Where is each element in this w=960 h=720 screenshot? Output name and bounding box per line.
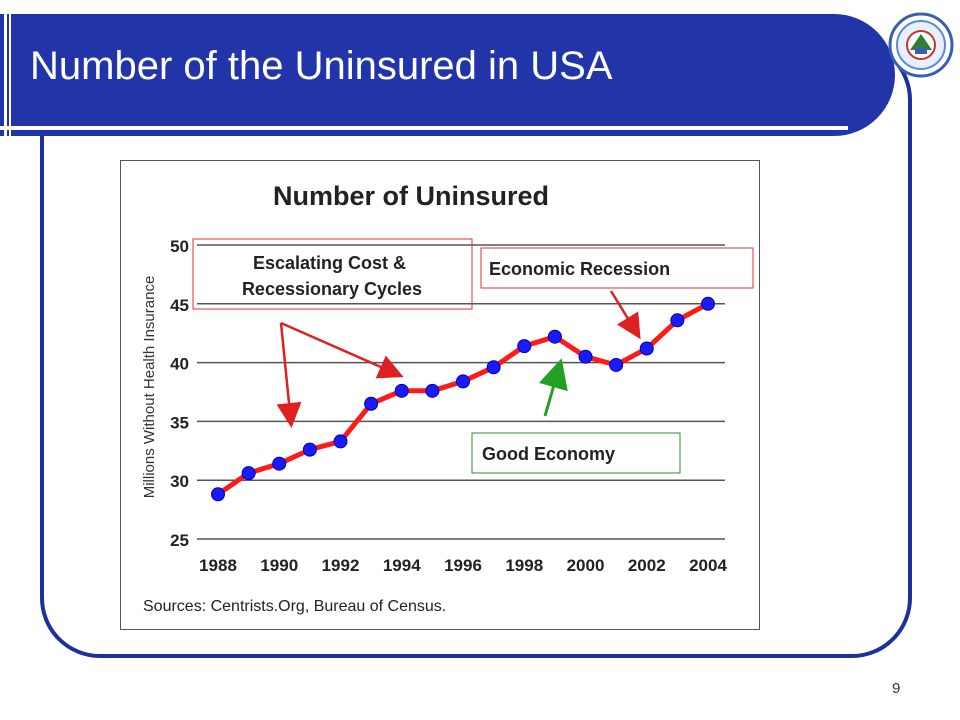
data-point (241, 466, 256, 481)
title-bar: Number of the Uninsured in USA (0, 14, 895, 136)
annotation-recession-box (480, 247, 754, 289)
y-axis-label: Millions Without Health Insurance (141, 276, 158, 499)
data-points (211, 296, 715, 502)
x-tick-label: 2004 (689, 556, 727, 575)
data-point (364, 396, 379, 411)
data-point (425, 383, 440, 398)
y-tick-label: 30 (170, 472, 189, 491)
data-point (456, 374, 470, 389)
x-tick-label: 1990 (260, 556, 298, 575)
chart-title: Number of Uninsured (273, 181, 549, 211)
y-tick-label: 35 (170, 413, 189, 432)
x-tick-label: 2002 (628, 556, 666, 575)
data-point (547, 329, 562, 344)
arrow-recession (609, 290, 641, 340)
data-point (302, 442, 317, 457)
university-logo-icon (888, 12, 954, 78)
data-point (272, 456, 287, 471)
chart-source: Sources: Centrists.Org, Bureau of Census… (143, 598, 446, 615)
annotation-escalating-box (192, 238, 473, 310)
data-point (517, 339, 532, 354)
data-point (394, 383, 409, 398)
annotation-escalating-text: Escalating Cost & Recessionary Cycles (242, 253, 422, 299)
x-tick-label: 1998 (505, 556, 543, 575)
data-point (333, 434, 348, 449)
y-tick-label: 45 (170, 296, 189, 315)
arrow-escalating-left (276, 322, 302, 428)
title-bar-underline (0, 126, 848, 130)
data-point (609, 357, 624, 372)
data-point (211, 487, 225, 502)
y-tick-label: 25 (170, 531, 189, 550)
arrow-escalating-right (280, 321, 404, 379)
data-point (701, 296, 715, 311)
chart-container: Number of Uninsured Millions Without Hea… (120, 160, 760, 630)
x-tick-label: 1988 (199, 556, 237, 575)
data-point (639, 341, 654, 356)
x-tick-label: 1996 (444, 556, 482, 575)
x-tick-labels: 1988 1990 1992 1994 1996 1998 2000 2002 2004 (199, 556, 727, 575)
page-title: Number of the Uninsured in USA (30, 44, 613, 88)
annotation-recession-text: Economic Recession (489, 259, 670, 279)
arrow-good-economy (538, 358, 568, 417)
data-point (486, 360, 501, 375)
y-tick-labels: 25 30 35 40 45 50 (170, 237, 189, 550)
annotation-good-text: Good Economy (482, 444, 615, 464)
title-bar-edge-inner (9, 14, 11, 136)
annotation-escalating-line2: Recessionary Cycles (242, 279, 422, 299)
page-number: 9 (892, 680, 901, 697)
x-tick-label: 1992 (322, 556, 360, 575)
y-tick-label: 50 (170, 237, 189, 256)
title-bar-edge (4, 14, 7, 136)
y-tick-label: 40 (170, 355, 189, 374)
annotation-escalating-line1: Escalating Cost & (253, 253, 406, 273)
x-tick-label: 1994 (383, 556, 421, 575)
data-point (670, 313, 685, 328)
uninsured-line-chart: Number of Uninsured Millions Without Hea… (141, 181, 754, 615)
annotation-good-box (471, 432, 681, 474)
x-tick-label: 2000 (567, 556, 605, 575)
data-point (578, 349, 593, 364)
